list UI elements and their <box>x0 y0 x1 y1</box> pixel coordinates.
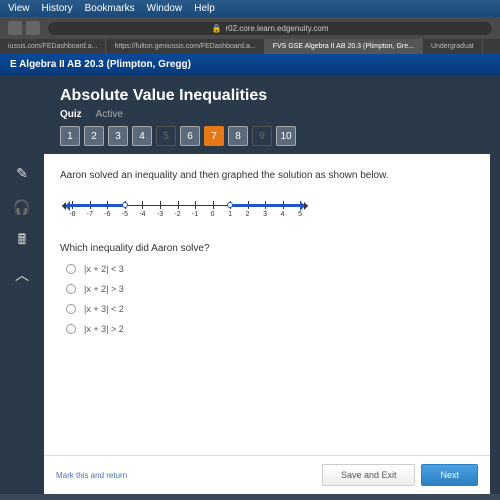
tick <box>195 201 196 209</box>
radio-icon <box>66 264 76 274</box>
open-circle <box>227 202 233 208</box>
browser-tab[interactable]: Undergraduat <box>423 39 483 54</box>
answer-option[interactable]: |x + 2| < 3 <box>66 264 474 274</box>
tick-label: 1 <box>228 211 232 218</box>
tick <box>160 201 161 209</box>
browser-tab[interactable]: https://fulton.geniussis.com/FEDashboard… <box>106 39 264 54</box>
menu-item[interactable]: Window <box>147 3 183 14</box>
ray-arrow-left-icon <box>60 201 70 211</box>
option-label: |x + 2| < 3 <box>84 264 124 274</box>
question-footer: Mark this and return Save and Exit Next <box>44 455 490 494</box>
tool-sidebar: ✎ 🎧 🖩 ︿ <box>0 154 44 494</box>
solution-ray-right <box>230 204 304 207</box>
main-area: ✎ 🎧 🖩 ︿ Aaron solved an inequality and t… <box>0 154 500 494</box>
question-prompt: Aaron solved an inequality and then grap… <box>60 170 474 181</box>
pencil-icon[interactable]: ✎ <box>13 164 31 182</box>
radio-icon <box>66 284 76 294</box>
tick-label: -3 <box>157 211 163 218</box>
browser-tabs: iussis.com/FEDashboard.a... https://fult… <box>0 39 500 54</box>
menu-item[interactable]: View <box>8 3 30 14</box>
tick-label: 2 <box>246 211 250 218</box>
question-nav-item[interactable]: 3 <box>108 126 128 146</box>
question-nav-item[interactable]: 6 <box>180 126 200 146</box>
question-nav-item[interactable]: 1 <box>60 126 80 146</box>
quiz-label: Quiz <box>60 109 82 120</box>
lesson-header: Absolute Value Inequalities Quiz Active … <box>0 75 500 154</box>
sub-question: Which inequality did Aaron solve? <box>60 243 474 254</box>
tick-label: -4 <box>139 211 145 218</box>
question-nav-item[interactable]: 5 <box>156 126 176 146</box>
nav-icons <box>8 21 40 35</box>
back-icon[interactable] <box>26 21 40 35</box>
tick-label: 5 <box>298 211 302 218</box>
lesson-title: Absolute Value Inequalities <box>60 87 482 105</box>
tick-label: -7 <box>87 211 93 218</box>
tick-label: -2 <box>174 211 180 218</box>
collapse-icon[interactable]: ︿ <box>13 266 31 284</box>
question-nav-item[interactable]: 4 <box>132 126 152 146</box>
save-exit-button[interactable]: Save and Exit <box>322 464 416 486</box>
radio-icon <box>66 324 76 334</box>
tick-label: 4 <box>281 211 285 218</box>
tick-label: -5 <box>122 211 128 218</box>
question-panel: Aaron solved an inequality and then grap… <box>44 154 490 494</box>
open-circle <box>122 202 128 208</box>
question-nav-item[interactable]: 8 <box>228 126 248 146</box>
headphones-icon[interactable]: 🎧 <box>13 198 31 216</box>
answer-options: |x + 2| < 3 |x + 2| > 3 |x + 3| < 2 |x + 3|… <box>66 264 474 334</box>
question-nav-item[interactable]: 2 <box>84 126 104 146</box>
browser-tab[interactable]: iussis.com/FEDashboard.a... <box>0 39 106 54</box>
url-bar[interactable]: 🔒r02.core.learn.edgenuity.com <box>48 22 492 35</box>
answer-option[interactable]: |x + 2| > 3 <box>66 284 474 294</box>
menu-item[interactable]: Help <box>194 3 215 14</box>
browser-toolbar: 🔒r02.core.learn.edgenuity.com <box>0 17 500 39</box>
option-label: |x + 3| < 2 <box>84 304 124 314</box>
solution-ray-left <box>68 204 125 207</box>
answer-option[interactable]: |x + 3| < 2 <box>66 304 474 314</box>
tick <box>213 201 214 209</box>
macos-menubar: View History Bookmarks Window Help <box>0 0 500 17</box>
status-label: Active <box>96 109 123 120</box>
url-text: r02.core.learn.edgenuity.com <box>225 24 328 33</box>
answer-option[interactable]: |x + 3| > 2 <box>66 324 474 334</box>
tick-label: -6 <box>104 211 110 218</box>
tick <box>142 201 143 209</box>
tick-label: 0 <box>211 211 215 218</box>
course-header: E Algebra II AB 20.3 (Plimpton, Gregg) <box>0 54 500 75</box>
tick-label: -1 <box>192 211 198 218</box>
question-nav-item[interactable]: 9 <box>252 126 272 146</box>
sidebar-toggle-icon[interactable] <box>8 21 22 35</box>
option-label: |x + 2| > 3 <box>84 284 124 294</box>
radio-icon <box>66 304 76 314</box>
tick-label: 3 <box>263 211 267 218</box>
question-nav: 12345678910 <box>60 126 482 146</box>
browser-tab[interactable]: FVS GSE Algebra II AB 20.3 (Plimpton, Gr… <box>265 39 423 54</box>
ray-arrow-right-icon <box>300 201 310 211</box>
tick <box>178 201 179 209</box>
option-label: |x + 3| > 2 <box>84 324 124 334</box>
mark-return-link[interactable]: Mark this and return <box>56 471 127 480</box>
lock-icon: 🔒 <box>212 24 222 33</box>
numberline-graph: -8 -7 -6 -5 -4 -3 -2 -1 0 1 2 3 4 5 <box>60 193 474 229</box>
tick-label: -8 <box>69 211 75 218</box>
menu-item[interactable]: History <box>42 3 73 14</box>
menu-item[interactable]: Bookmarks <box>85 3 135 14</box>
next-button[interactable]: Next <box>421 464 478 486</box>
calculator-icon[interactable]: 🖩 <box>13 232 31 250</box>
question-nav-item[interactable]: 7 <box>204 126 224 146</box>
question-nav-item[interactable]: 10 <box>276 126 296 146</box>
